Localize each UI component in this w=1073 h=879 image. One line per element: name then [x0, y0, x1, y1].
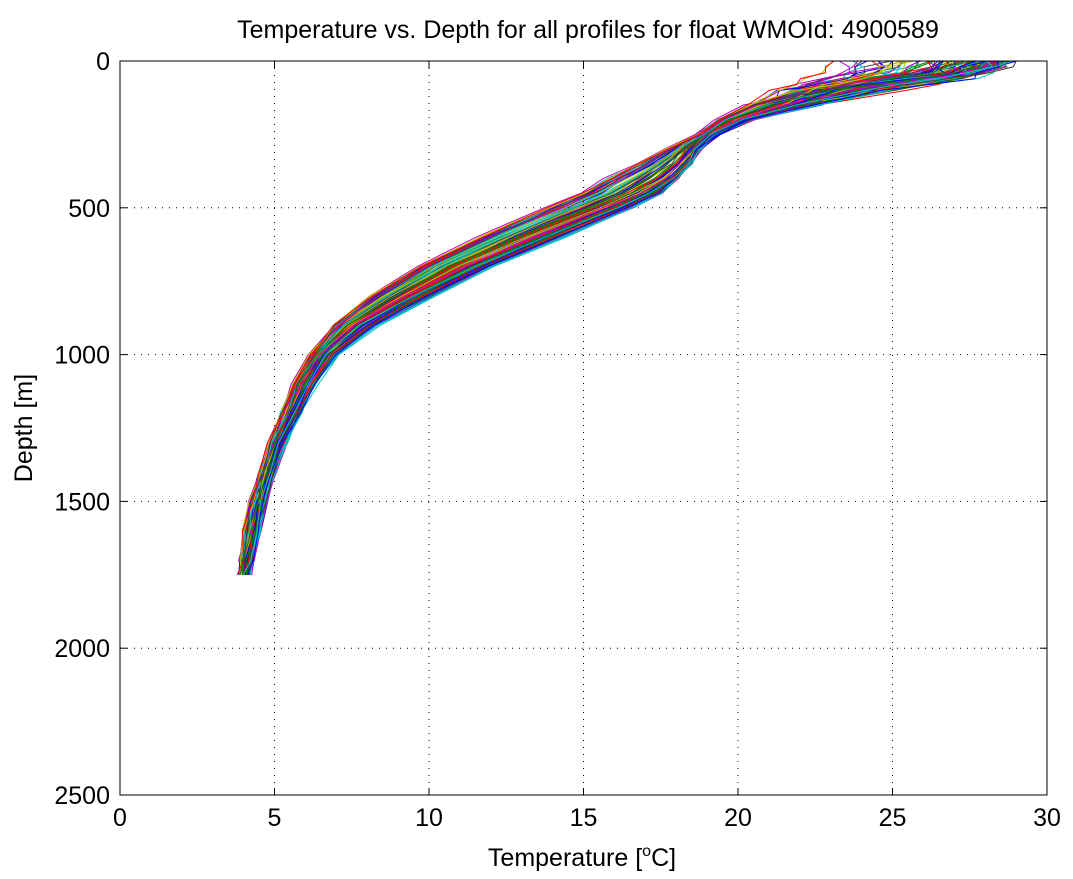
x-axis-label: Temperature [oC]	[488, 843, 676, 872]
profile-line	[242, 60, 994, 576]
y-tick-label: 0	[96, 48, 110, 76]
x-tick-label: 5	[268, 804, 282, 832]
x-tick-label: 30	[1033, 804, 1061, 832]
x-tick-label: 25	[879, 804, 907, 832]
profile-line	[242, 60, 974, 575]
y-tick-label: 1000	[54, 342, 110, 370]
x-tick-label: 20	[724, 804, 752, 832]
x-tick-label: 10	[415, 804, 443, 832]
x-tick-label: 15	[570, 804, 598, 832]
grid-layer	[120, 61, 1047, 795]
ticks-layer: 0 5 10 15 20 25 30 0 500 1000 1500 2000 2500	[54, 48, 1061, 832]
profiles-layer	[236, 60, 1017, 576]
profile-line	[236, 60, 835, 575]
y-tick-label: 1500	[54, 488, 110, 516]
y-axis-label: Depth [m]	[10, 374, 38, 482]
x-axis-label-unit: C]	[651, 844, 676, 872]
y-tick-label: 2000	[54, 635, 110, 663]
profile-line	[247, 60, 999, 575]
x-axis-label-main: Temperature [	[488, 844, 642, 872]
y-tick-label: 2500	[54, 782, 110, 810]
profile-line	[239, 60, 946, 575]
y-tick-label: 500	[68, 195, 110, 223]
chart-title: Temperature vs. Depth for all profiles f…	[237, 16, 939, 44]
x-axis-label-superscript: o	[642, 843, 651, 860]
profile-line	[254, 60, 977, 531]
x-tick-label: 0	[113, 804, 127, 832]
